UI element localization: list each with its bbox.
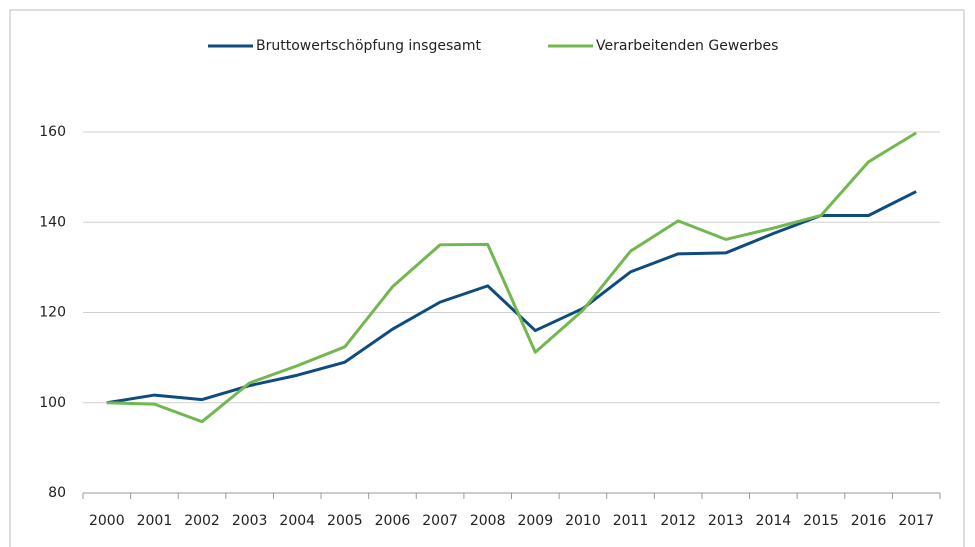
x-tick-label: 2004 (279, 513, 315, 529)
y-tick-label: 120 (39, 305, 66, 321)
x-tick-label: 2001 (137, 513, 173, 529)
y-tick-label: 100 (39, 395, 66, 411)
x-tick-label: 2009 (517, 513, 553, 529)
x-tick-label: 2011 (613, 513, 649, 529)
x-tick-label: 2016 (851, 513, 887, 529)
chart-frame (9, 9, 965, 547)
x-tick-label: 2010 (565, 513, 601, 529)
x-tick-label: 2012 (660, 513, 696, 529)
series-line (106, 131, 917, 424)
x-tick-label: 2006 (375, 513, 411, 529)
x-tick-label: 2017 (898, 513, 934, 529)
y-tick-label: 80 (48, 485, 66, 501)
x-tick-label: 2008 (470, 513, 506, 529)
x-tick-label: 2007 (422, 513, 458, 529)
x-tick-label: 2003 (232, 513, 268, 529)
y-tick-label: 160 (39, 124, 66, 140)
x-tick-label: 2015 (803, 513, 839, 529)
legend-label: Verarbeitenden Gewerbes (596, 38, 778, 54)
legend-label: Bruttowertschöpfung insgesamt (256, 38, 481, 54)
x-tick-label: 2013 (708, 513, 744, 529)
x-tick-label: 2002 (184, 513, 220, 529)
y-tick-label: 140 (39, 214, 66, 230)
x-tick-label: 2014 (756, 513, 792, 529)
x-tick-label: 2000 (89, 513, 125, 529)
x-tick-label: 2005 (327, 513, 363, 529)
